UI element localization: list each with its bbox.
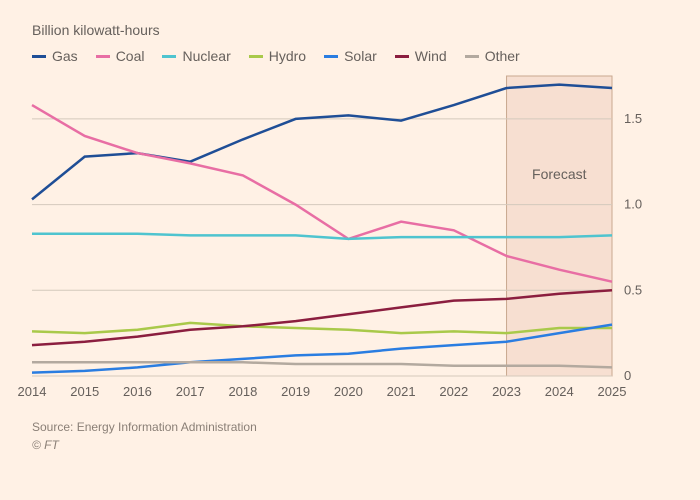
legend-label: Coal [116, 48, 145, 64]
legend-label: Solar [344, 48, 377, 64]
legend-swatch-icon [324, 55, 338, 58]
x-tick-label: 2021 [387, 384, 416, 399]
legend-label: Nuclear [182, 48, 230, 64]
y-tick-label: 1.0 [624, 197, 642, 212]
x-tick-label: 2019 [281, 384, 310, 399]
legend-label: Wind [415, 48, 447, 64]
legend-swatch-icon [96, 55, 110, 58]
y-tick-label: 0 [624, 368, 631, 383]
y-tick-label: 1.5 [624, 111, 642, 126]
x-tick-label: 2015 [70, 384, 99, 399]
legend-item-other: Other [465, 48, 520, 64]
x-tick-label: 2025 [598, 384, 627, 399]
legend-item-hydro: Hydro [249, 48, 306, 64]
legend-label: Hydro [269, 48, 306, 64]
legend-item-solar: Solar [324, 48, 377, 64]
x-tick-label: 2017 [176, 384, 205, 399]
chart-footer: Source: Energy Information Administratio… [32, 418, 668, 454]
chart-container: Billion kilowatt-hours Gas Coal Nuclear Hyd… [0, 0, 700, 500]
x-tick-label: 2016 [123, 384, 152, 399]
x-tick-label: 2018 [228, 384, 257, 399]
legend-swatch-icon [465, 55, 479, 58]
legend-item-nuclear: Nuclear [162, 48, 230, 64]
x-tick-label: 2023 [492, 384, 521, 399]
legend: Gas Coal Nuclear Hydro Solar Wind Other [32, 48, 668, 64]
legend-item-coal: Coal [96, 48, 145, 64]
forecast-label: Forecast [532, 166, 587, 182]
legend-label: Gas [52, 48, 78, 64]
y-tick-label: 0.5 [624, 282, 642, 297]
legend-swatch-icon [395, 55, 409, 58]
legend-swatch-icon [162, 55, 176, 58]
chart-svg: 00.51.01.5201420152016201720182019202020… [32, 76, 668, 406]
legend-item-gas: Gas [32, 48, 78, 64]
legend-swatch-icon [32, 55, 46, 58]
x-tick-label: 2020 [334, 384, 363, 399]
y-axis-subtitle: Billion kilowatt-hours [32, 22, 668, 38]
legend-swatch-icon [249, 55, 263, 58]
legend-item-wind: Wind [395, 48, 447, 64]
source-line: Source: Energy Information Administratio… [32, 418, 668, 436]
x-tick-label: 2024 [545, 384, 574, 399]
copyright-line: © FT [32, 436, 668, 454]
plot-area: 00.51.01.5201420152016201720182019202020… [32, 76, 668, 406]
x-tick-label: 2014 [18, 384, 47, 399]
legend-label: Other [485, 48, 520, 64]
x-tick-label: 2022 [439, 384, 468, 399]
